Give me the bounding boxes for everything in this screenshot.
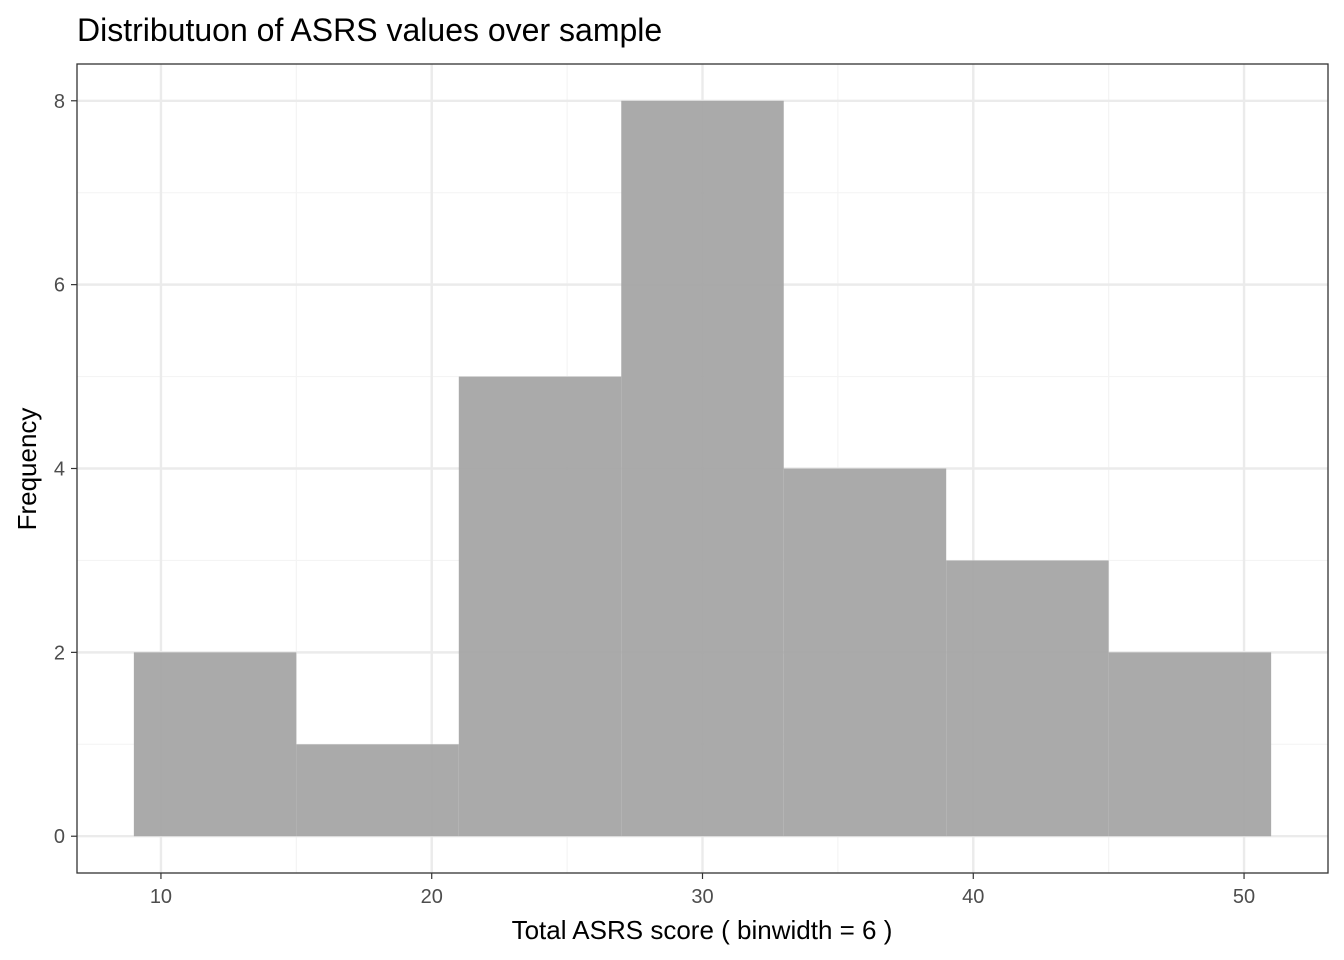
y-tick-label: 2: [54, 642, 65, 664]
y-axis-title: Frequency: [12, 408, 42, 531]
x-tick-label: 20: [421, 886, 443, 908]
chart-title: Distributuon of ASRS values over sample: [77, 12, 662, 48]
y-tick-label: 0: [54, 826, 65, 848]
x-tick-label: 30: [691, 886, 713, 908]
y-tick-label: 6: [54, 275, 65, 297]
histogram-bar: [1108, 652, 1272, 837]
x-axis-title: Total ASRS score ( binwidth = 6 ): [512, 915, 893, 945]
y-tick-label: 4: [54, 459, 65, 481]
bars-group: [133, 100, 1272, 837]
histogram-bar: [296, 744, 459, 837]
histogram-bar: [133, 652, 297, 837]
histogram-bar: [458, 376, 622, 837]
y-axis-ticks: 0 2 4 6 8: [54, 91, 77, 848]
x-axis-ticks: 10 20 30 40 50: [150, 873, 1255, 908]
y-tick-label: 8: [54, 91, 65, 113]
x-tick-label: 10: [150, 886, 172, 908]
histogram-bar: [621, 100, 784, 837]
x-tick-label: 50: [1233, 886, 1255, 908]
histogram-bar: [946, 560, 1109, 837]
x-tick-label: 40: [962, 886, 984, 908]
histogram-bar: [783, 468, 947, 837]
